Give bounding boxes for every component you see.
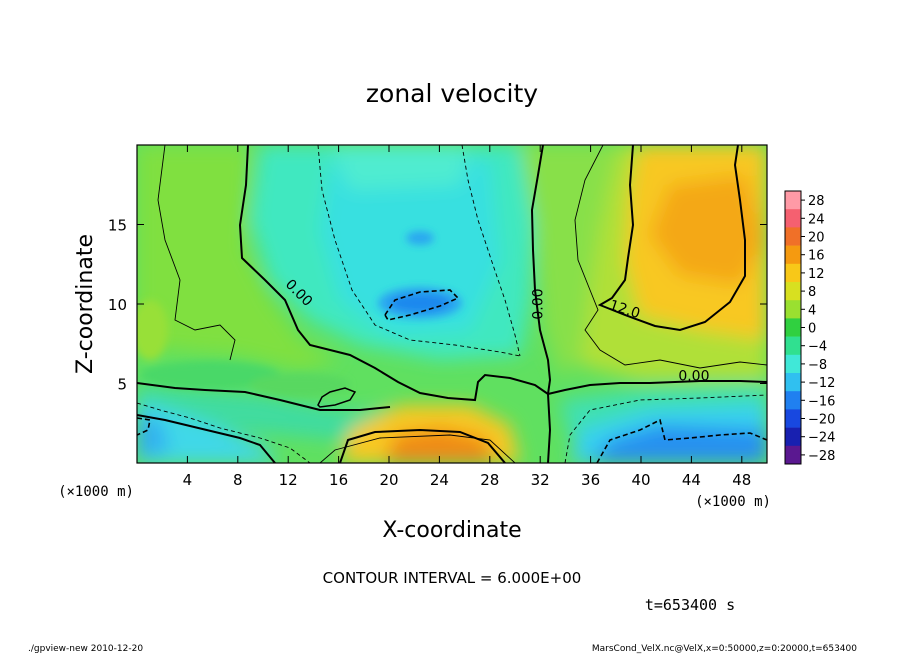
field-details <box>137 231 462 397</box>
colorbar-swatch <box>785 445 801 465</box>
colorbar-label: 24 <box>808 212 825 227</box>
contour-blob-left <box>317 387 357 408</box>
contour-zero-bottom-left <box>137 414 276 463</box>
contour-label: 0.00 <box>531 288 547 319</box>
colorbar-label: −20 <box>808 413 835 428</box>
plot-area: 0.00 0.00 12.00.00 <box>137 145 767 463</box>
colorbar-label: 4 <box>808 303 816 318</box>
colorbar-swatch <box>785 263 801 283</box>
colorbar-swatch <box>785 427 801 447</box>
blob-mid-blue-inner <box>390 294 450 312</box>
colorbar-label: 12 <box>808 267 825 282</box>
y-tick-label: 10 <box>108 296 127 314</box>
region-upper-left <box>137 145 340 370</box>
colorbar-swatch <box>785 318 801 337</box>
x-axis: 4 8 12 16 20 24 28 32 36 40 44 48 <box>183 145 751 489</box>
blob-mid-green <box>250 373 350 397</box>
y-tick-label: 15 <box>108 217 127 235</box>
contour-minus-six-lower-left <box>137 402 311 463</box>
colorbar-label: 16 <box>808 249 825 264</box>
colorbar-swatch <box>785 336 801 356</box>
colorbar-label: 0 <box>808 322 816 337</box>
colorbar-swatch <box>785 354 801 374</box>
contour-zero-lower-left <box>137 382 391 411</box>
y-axis-label: Z-coordinate <box>73 234 98 374</box>
colorbar-label: −16 <box>808 394 835 409</box>
colorbar-swatch <box>785 209 801 228</box>
contour-interval-text: CONTOUR INTERVAL = 6.000E+00 <box>323 569 582 587</box>
colorbar-label: −28 <box>808 449 835 464</box>
x-tick-label: 40 <box>631 471 650 489</box>
colorbar-swatch <box>785 391 801 410</box>
colorbar-label: 20 <box>808 231 825 246</box>
contour-zero-bottom-center <box>339 428 506 463</box>
y-unit-label: (×1000 m) <box>58 484 134 500</box>
footer-left: ./gpview-new 2010-12-20 <box>28 644 143 654</box>
contour-six-left-thin <box>157 145 236 361</box>
contours <box>137 145 767 463</box>
colorbar-swatch <box>785 282 801 301</box>
contour-six-bottom-thin <box>319 434 516 463</box>
colorbar-swatch <box>785 227 801 246</box>
x-axis-label: X-coordinate <box>382 518 521 543</box>
colorbar-swatch <box>785 245 801 265</box>
chart-title: zonal velocity <box>366 79 538 108</box>
region-lower-left-cyan <box>137 400 280 463</box>
contour-minus-twelve-lower-left <box>137 417 151 436</box>
footer-right: MarsCond_VelX.nc@VelX,x=0:50000,z=0:2000… <box>592 644 857 654</box>
x-tick-label: 32 <box>531 471 550 489</box>
region-upper-middle <box>520 145 640 375</box>
x-tick-label: 44 <box>682 471 701 489</box>
x-tick-label: 4 <box>183 471 193 489</box>
contour-twelve-right <box>597 145 746 332</box>
contour-zero-left <box>238 145 549 402</box>
x-tick-label: 20 <box>379 471 398 489</box>
x-tick-label: 28 <box>480 471 499 489</box>
contour-minus-six-lower-right <box>564 394 767 463</box>
colorbar-swatch <box>785 191 801 210</box>
contour-minus-six-mid <box>461 145 521 357</box>
region-cyan-top <box>330 145 470 190</box>
region-upper-right-orange <box>650 175 765 285</box>
x-tick-label: 24 <box>430 471 449 489</box>
blob-upper-cyan <box>406 231 434 245</box>
colorbar-swatch <box>785 300 801 319</box>
x-tick-label: 16 <box>329 471 348 489</box>
colorbar-label: 28 <box>808 194 825 209</box>
contour-minus-twelve-lower-right <box>596 418 767 463</box>
colorbar-label: −12 <box>808 376 835 391</box>
colorbar-swatch <box>785 409 801 428</box>
x-tick-label: 36 <box>581 471 600 489</box>
contour-minus-twelve-blob <box>384 289 460 321</box>
contour-six-right-thin <box>574 145 767 369</box>
x-tick-label: 12 <box>279 471 298 489</box>
field-shading <box>137 145 767 463</box>
contour-zero-bottom-right <box>547 380 767 395</box>
region-lower-right-blue <box>590 425 767 463</box>
colorbar-label: −24 <box>808 431 835 446</box>
blob-left-green <box>140 361 280 389</box>
contour-label: 0.00 <box>678 368 709 384</box>
colorbar-label: −8 <box>808 358 827 373</box>
x-unit-label: (×1000 m) <box>695 494 771 510</box>
y-axis: 5 10 15 <box>108 217 767 394</box>
x-tick-label: 8 <box>233 471 243 489</box>
region-lower-left-blue <box>137 415 170 460</box>
colorbar-label: 8 <box>808 285 816 300</box>
contour-minus-six-left <box>317 145 521 357</box>
colorbar-swatch <box>785 373 801 392</box>
contour-zero-center <box>530 145 552 463</box>
time-stamp: t=653400 s <box>645 596 735 614</box>
blob-far-left <box>137 300 168 360</box>
region-cyan-inner <box>320 160 500 335</box>
colorbar: 28 24 20 16 12 8 4 0 −4 −8 −12 −16 −20 −24 −28 <box>784 190 835 465</box>
colorbar-label: −4 <box>808 340 827 355</box>
x-tick-label: 48 <box>732 471 751 489</box>
y-tick-label: 5 <box>117 376 127 394</box>
